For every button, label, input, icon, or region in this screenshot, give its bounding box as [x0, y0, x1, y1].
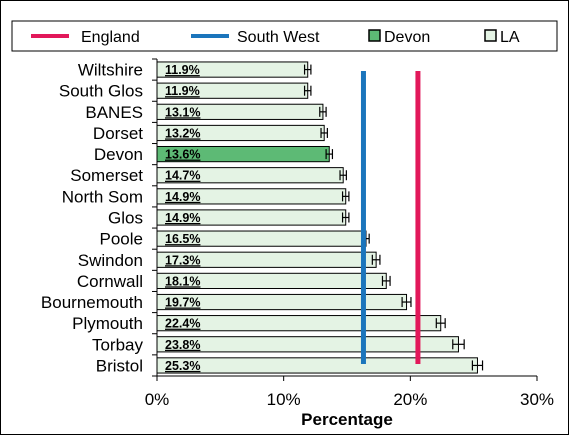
- legend-swatch-devon: [368, 29, 381, 42]
- category-label-glos: Glos: [108, 209, 143, 228]
- category-label-dorset: Dorset: [93, 124, 143, 143]
- x-axis-title: Percentage: [301, 410, 393, 429]
- x-tick-label-0: 0%: [145, 390, 170, 409]
- category-label-cornwall: Cornwall: [77, 272, 143, 291]
- category-label-wiltshire: Wiltshire: [78, 61, 143, 80]
- data-label-wiltshire: 11.9%: [165, 63, 200, 77]
- category-label-bristol: Bristol: [96, 356, 143, 375]
- data-label-somerset: 14.7%: [165, 169, 200, 183]
- legend-label-la: LA: [500, 29, 520, 46]
- category-label-bournemouth: Bournemouth: [41, 293, 143, 312]
- legend-box: [11, 20, 558, 52]
- x-tick-label-2: 20%: [393, 390, 427, 409]
- category-label-devon: Devon: [94, 145, 143, 164]
- legend-label-devon: Devon: [384, 29, 430, 46]
- category-label-plymouth: Plymouth: [72, 314, 143, 333]
- data-label-torbay: 23.8%: [165, 338, 200, 352]
- data-label-bournemouth: 19.7%: [165, 296, 200, 310]
- data-label-plymouth: 22.4%: [165, 317, 200, 331]
- category-labels: Wiltshire South Glos BANES Dorset Devon Somer…: [41, 61, 144, 376]
- category-label-somerset: Somerset: [70, 166, 143, 185]
- category-label-north-som: North Som: [62, 187, 143, 206]
- data-label-banes: 13.1%: [165, 105, 200, 119]
- data-label-cornwall: 18.1%: [165, 274, 200, 288]
- reference-lines: [360, 71, 421, 364]
- legend: England South West Devon LA: [11, 20, 558, 52]
- category-label-swindon: Swindon: [78, 251, 143, 270]
- data-label-dorset: 13.2%: [165, 126, 200, 140]
- data-label-south-glos: 11.9%: [165, 84, 200, 98]
- category-label-south-glos: South Glos: [59, 82, 143, 101]
- category-label-banes: BANES: [85, 103, 143, 122]
- category-label-torbay: Torbay: [92, 335, 144, 354]
- x-axis: 0% 10% 20% 30%: [145, 58, 554, 409]
- bar-torbay: [156, 336, 459, 353]
- data-label-glos: 14.9%: [165, 211, 200, 225]
- bar-bristol: [156, 357, 478, 374]
- x-tick-label-3: 30%: [520, 390, 554, 409]
- category-label-poole: Poole: [100, 230, 143, 249]
- legend-swatch-la: [484, 29, 497, 42]
- data-label-devon: 13.6%: [165, 148, 200, 162]
- data-label-bristol: 25.3%: [165, 359, 200, 373]
- legend-label-south-west: South West: [237, 29, 320, 46]
- x-tick-label-1: 10%: [267, 390, 301, 409]
- data-label-poole: 16.5%: [165, 232, 200, 246]
- legend-label-england: England: [81, 29, 140, 46]
- plot-area: 11.9% 11.9% 13.1% 13.2% 13.6% 14.7% 14.9% 14.9%…: [156, 61, 484, 374]
- data-label-north-som: 14.9%: [165, 190, 200, 204]
- data-label-swindon: 17.3%: [165, 253, 200, 267]
